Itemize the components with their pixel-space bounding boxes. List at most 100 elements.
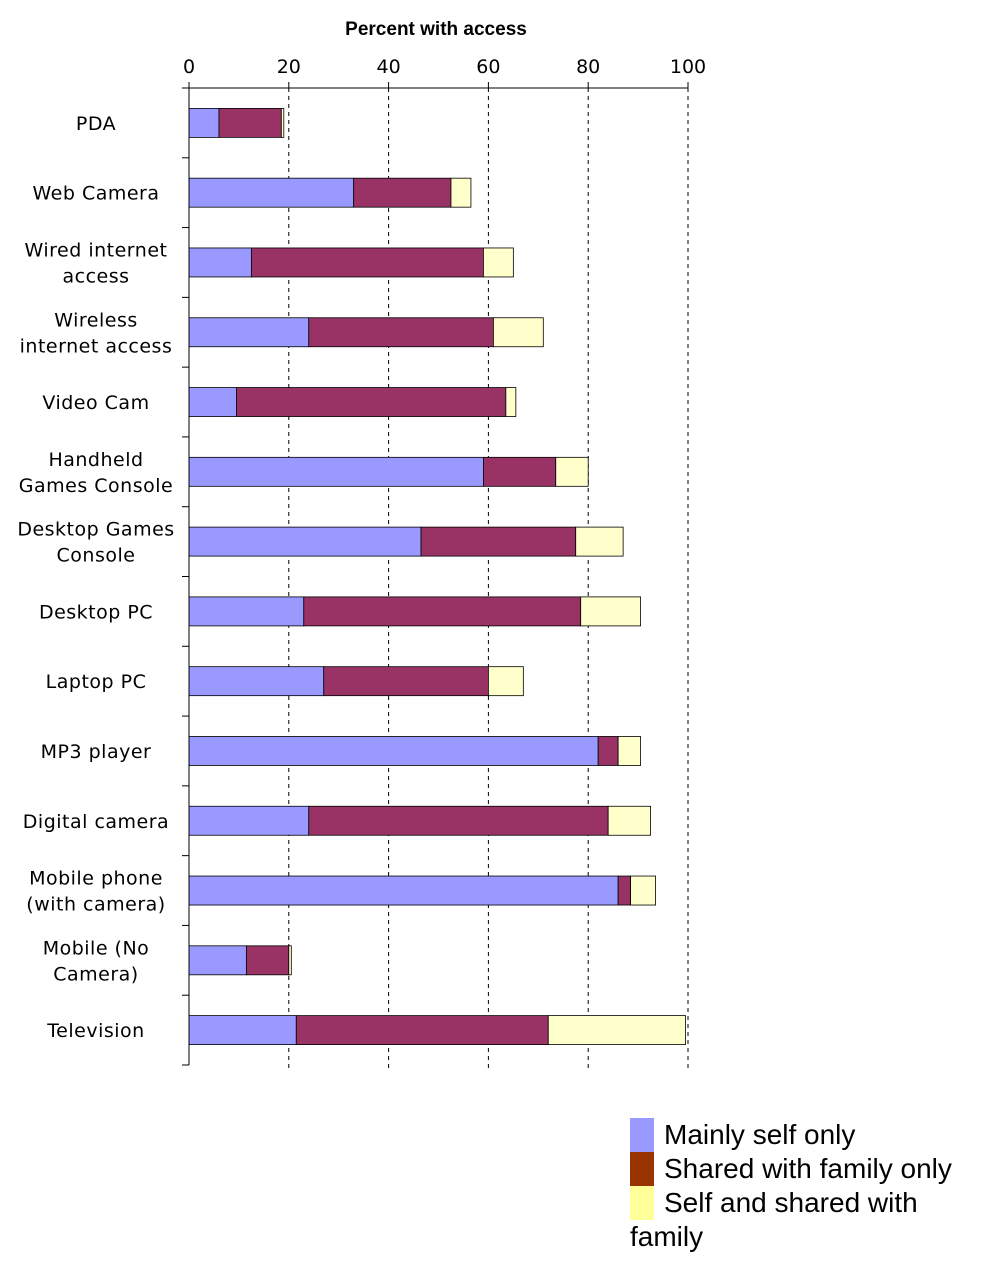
category-label-pda: PDA [76, 113, 116, 135]
bar-mobile-no-camera-self-and-shared-with-family [288, 945, 292, 976]
legend-item-shared-family: Shared with family only [630, 1152, 995, 1186]
bar-desktop-games-console-mainly-self-only [188, 526, 422, 557]
category-label-line: Mobile phone [29, 868, 163, 890]
bar-desktop-pc-mainly-self-only [188, 596, 305, 627]
legend-item-mainly-self: Mainly self only [630, 1118, 995, 1152]
category-label-line: Camera) [53, 963, 138, 985]
legend-swatch-self-and-shared [630, 1186, 654, 1220]
bar-desktop-pc-shared-with-family-only [303, 596, 582, 627]
x-tick-label-40: 40 [377, 56, 401, 78]
bar-television-mainly-self-only [188, 1015, 297, 1046]
bar-handheld-games-console-shared-with-family-only [483, 456, 557, 487]
category-label-mobile-phone-with-camera: Mobile phone (with camera) [26, 868, 165, 916]
bar-wired-internet-access-mainly-self-only [188, 247, 252, 278]
category-label-video-cam: Video Cam [42, 392, 149, 414]
category-label-line: Desktop Games [17, 519, 174, 541]
legend-swatch-mainly-self [630, 1118, 654, 1152]
bar-desktop-games-console-shared-with-family-only [420, 526, 577, 557]
category-label-line: Television [46, 1020, 144, 1042]
category-labels: PDA Web Camera Wired internet access Wireles… [17, 113, 174, 1042]
category-label-line: Video Cam [42, 392, 149, 414]
bar-mobile-phone-with-camera-self-and-shared-with-family [630, 875, 656, 906]
category-label-line: Games Console [19, 475, 173, 497]
category-label-line: Digital camera [23, 811, 169, 833]
bar-pda-mainly-self-only [188, 107, 220, 138]
category-label-mobile-no-camera: Mobile (No Camera) [43, 937, 150, 985]
bar-web-camera-shared-with-family-only [353, 177, 452, 208]
chart-title: Percent with access [345, 19, 527, 40]
bar-wireless-internet-access-mainly-self-only [188, 317, 310, 348]
category-label-line: Wireless [54, 309, 138, 331]
bar-laptop-pc-self-and-shared-with-family [487, 666, 524, 697]
category-label-line: internet access [20, 335, 173, 357]
x-tick-label-60: 60 [476, 56, 500, 78]
category-label-desktop-pc: Desktop PC [39, 601, 153, 623]
bar-wired-internet-access-shared-with-family-only [250, 247, 484, 278]
bar-digital-camera-mainly-self-only [188, 805, 310, 836]
bar-web-camera-self-and-shared-with-family [450, 177, 472, 208]
category-label-line: Web Camera [32, 183, 159, 205]
bar-mp3-player-shared-with-family-only [597, 736, 619, 766]
bar-wireless-internet-access-self-and-shared-with-family [492, 317, 544, 348]
grid-lines [288, 88, 689, 1071]
category-label-desktop-games-console: Desktop Games Console [17, 519, 174, 567]
legend-item-self-and-shared: Self and shared with [630, 1186, 995, 1220]
category-label-line: Console [57, 545, 136, 567]
bar-pda-self-and-shared-with-family [280, 107, 285, 138]
bar-desktop-pc-self-and-shared-with-family [580, 596, 641, 627]
category-label-line: (with camera) [26, 894, 165, 916]
category-label-line: Desktop PC [39, 601, 153, 623]
bar-mobile-no-camera-shared-with-family-only [245, 945, 290, 976]
x-tick-label-20: 20 [277, 56, 301, 78]
category-label-handheld-games-console: Handheld Games Console [19, 449, 173, 497]
category-label-line: Mobile (No [43, 937, 150, 959]
bar-television-shared-with-family-only [295, 1015, 549, 1046]
legend-label-shared-family: Shared with family only [664, 1153, 952, 1184]
category-label-mp3-player: MP3 player [41, 741, 152, 763]
bar-mobile-phone-with-camera-mainly-self-only [188, 875, 619, 906]
legend-label-self-and-shared: Self and shared with [664, 1187, 918, 1218]
bar-segments [188, 107, 686, 1046]
bar-pda-shared-with-family-only [218, 107, 282, 138]
bar-mobile-phone-with-camera-shared-with-family-only [617, 875, 632, 906]
x-tick-label-0: 0 [183, 56, 195, 78]
bar-digital-camera-self-and-shared-with-family [607, 805, 651, 836]
bar-handheld-games-console-self-and-shared-with-family [555, 456, 589, 487]
bar-mobile-no-camera-mainly-self-only [188, 945, 247, 976]
bar-web-camera-mainly-self-only [188, 177, 355, 208]
bar-digital-camera-shared-with-family-only [308, 805, 609, 836]
bar-wired-internet-access-self-and-shared-with-family [483, 247, 514, 278]
category-label-line: Wired internet [25, 239, 168, 261]
x-tick-label-100: 100 [670, 56, 706, 78]
bar-television-self-and-shared-with-family [547, 1015, 686, 1046]
x-tick-labels: 0 20 40 60 80 100 [183, 56, 706, 78]
bar-video-cam-shared-with-family-only [236, 387, 507, 417]
bar-laptop-pc-shared-with-family-only [323, 666, 489, 697]
category-label-digital-camera: Digital camera [23, 811, 169, 833]
bar-desktop-games-console-self-and-shared-with-family [575, 526, 624, 557]
bar-handheld-games-console-mainly-self-only [188, 456, 484, 487]
category-label-line: MP3 player [41, 741, 152, 763]
category-label-web-camera: Web Camera [32, 183, 159, 205]
legend-label-wrap: family [630, 1221, 704, 1252]
bar-laptop-pc-mainly-self-only [188, 666, 325, 697]
category-label-line: PDA [76, 113, 116, 135]
legend: Mainly self only Shared with family only… [630, 1118, 995, 1254]
stacked-bar-chart: Percent with access 0 20 40 60 80 100 PDA Web … [17, 19, 706, 1071]
bar-mp3-player-mainly-self-only [188, 736, 599, 766]
axes [182, 82, 689, 1066]
category-label-line: access [62, 265, 129, 287]
category-label-television: Television [46, 1020, 144, 1042]
bar-video-cam-self-and-shared-with-family [505, 387, 517, 417]
category-label-wireless-internet-access: Wireless internet access [20, 309, 173, 357]
category-label-wired-internet-access: Wired internet access [25, 239, 168, 287]
x-tick-label-80: 80 [576, 56, 600, 78]
category-label-line: Handheld [48, 449, 143, 471]
bar-wireless-internet-access-shared-with-family-only [308, 317, 494, 348]
bar-mp3-player-self-and-shared-with-family [617, 736, 641, 766]
legend-swatch-shared-family [630, 1152, 654, 1186]
category-label-laptop-pc: Laptop PC [46, 671, 147, 693]
bar-video-cam-mainly-self-only [188, 387, 237, 417]
legend-label-mainly-self: Mainly self only [664, 1119, 856, 1150]
category-label-line: Laptop PC [46, 671, 147, 693]
